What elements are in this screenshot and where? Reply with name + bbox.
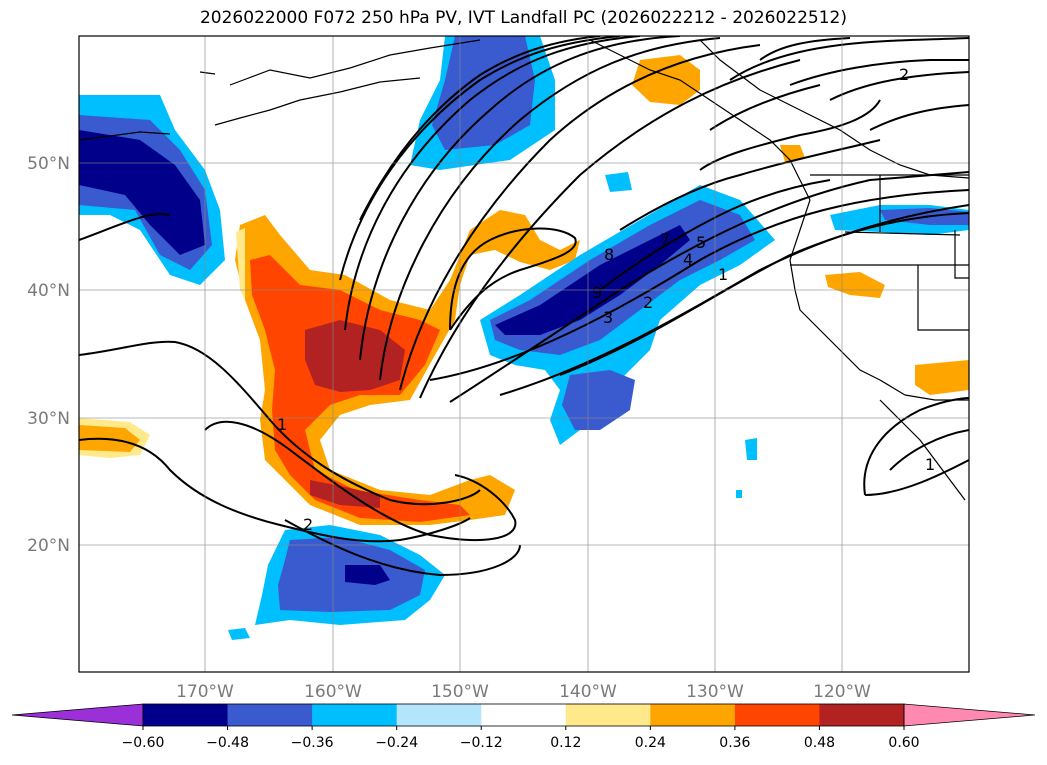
contour-label: 4 (683, 250, 693, 269)
contour-label: 3 (603, 308, 613, 327)
colorbar-tick-label: −0.60 (122, 735, 165, 751)
colorbar-tick-label: −0.24 (375, 735, 418, 751)
lon-label-170w: 170°W (176, 682, 234, 702)
colorbar-extend-high (903, 703, 1036, 727)
colorbar-segment (650, 704, 736, 726)
lon-label-140w: 140°W (559, 682, 617, 702)
coastlines (79, 39, 969, 501)
colorbar-tick-label: 0.60 (888, 735, 919, 751)
colorbar-segment (734, 704, 820, 726)
contour-label: 5 (696, 233, 706, 252)
colorbar-extend-low (11, 703, 144, 727)
plot-frame (78, 35, 970, 673)
lon-label-120w: 120°W (813, 682, 871, 702)
lon-label-160w: 160°W (304, 682, 362, 702)
lat-label-30n: 30°N (27, 409, 70, 429)
lon-label-130w: 130°W (686, 682, 744, 702)
colorbar-tick-label: 0.24 (635, 735, 666, 751)
lat-label-50n: 50°N (27, 154, 70, 174)
contour-label: 9 (592, 283, 602, 302)
contour-label: 2 (899, 65, 909, 84)
contour-label: 1 (277, 415, 287, 434)
map-title: 2026022000 F072 250 hPa PV, IVT Landfall… (199, 8, 847, 28)
contour-labels: 2 8 7 9 3 2 4 5 1 1 2 1 (277, 65, 935, 534)
colorbar-border (142, 703, 905, 727)
colorbar-segment (819, 704, 905, 726)
colorbar-segment (481, 704, 567, 726)
colorbar-tick-label: −0.12 (460, 735, 503, 751)
ivt-contours (79, 36, 969, 577)
colorbar-segment (312, 704, 398, 726)
contour-label: 1 (718, 265, 728, 284)
colorbar-segment (227, 704, 313, 726)
contour-label: 2 (643, 293, 653, 312)
colorbar: −0.60 −0.48 −0.36 −0.24 −0.12 0.12 0.24 0.36 0.4… (11, 703, 1036, 751)
colorbar-segment (143, 704, 229, 726)
contour-label: 7 (660, 230, 670, 249)
colorbar-tick-label: −0.48 (206, 735, 249, 751)
lat-label-20n: 20°N (27, 536, 70, 556)
colorbar-tick-label: 0.48 (804, 735, 835, 751)
colorbar-segment (396, 704, 482, 726)
colorbar-segment (565, 704, 651, 726)
colorbar-tick-label: 0.12 (550, 735, 581, 751)
contour-label: 1 (925, 455, 935, 474)
colorbar-tick-label: 0.36 (719, 735, 750, 751)
lon-label-150w: 150°W (431, 682, 489, 702)
contour-label: 2 (303, 515, 313, 534)
colorbar-tick-label: −0.36 (291, 735, 334, 751)
pv-shading (79, 36, 969, 640)
lat-label-40n: 40°N (27, 281, 70, 301)
contour-label: 8 (604, 245, 614, 264)
gridlines (79, 36, 969, 672)
